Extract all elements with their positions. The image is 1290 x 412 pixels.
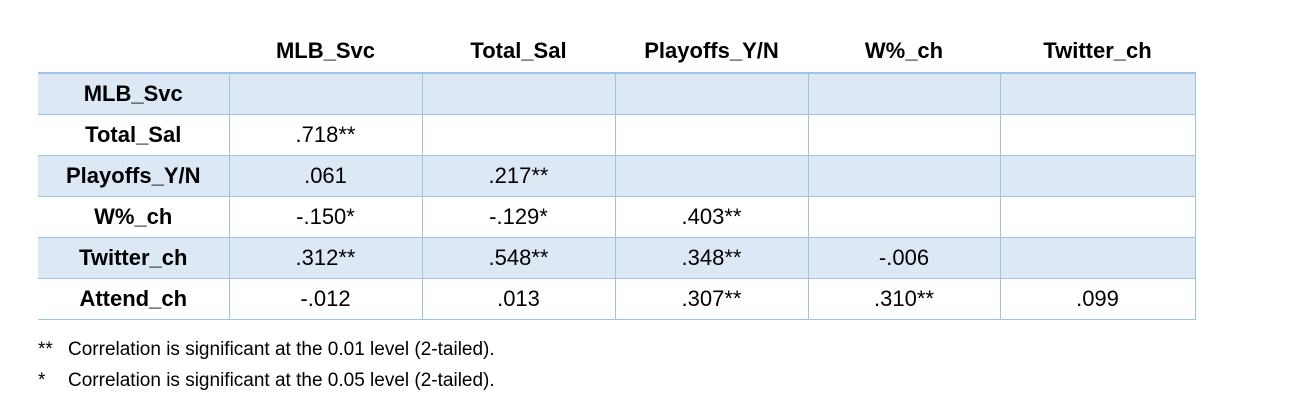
cell: .310** — [807, 278, 1001, 320]
empty-cell — [999, 72, 1196, 115]
note-marker: ** — [38, 339, 53, 360]
empty-cell — [807, 114, 1001, 156]
note-text: Correlation is significant at the 0.01 l… — [68, 339, 495, 360]
empty-cell — [228, 72, 423, 115]
note-marker: * — [38, 370, 46, 391]
note: * Correlation is significant at the 0.05 … — [38, 365, 495, 396]
cell: -.006 — [807, 237, 1001, 279]
empty-cell — [807, 72, 1001, 115]
cell: .061 — [228, 155, 423, 197]
corner — [38, 30, 229, 74]
cell: .013 — [421, 278, 616, 320]
column-header: W%_ch — [808, 30, 1000, 74]
table-row: Attend_ch -.012.013.307** .310** .099 — [38, 278, 1196, 320]
cell: -.012 — [228, 278, 423, 320]
table-row: Total_Sal .718** — [38, 114, 1196, 156]
cell: .548** — [421, 237, 616, 279]
column-header: Total_Sal — [422, 30, 615, 74]
row-header: Total_Sal — [38, 114, 230, 156]
table-row: Playoffs_Y/N .061.217** — [38, 155, 1196, 197]
empty-cell — [614, 114, 809, 156]
header-row: MLB_Svc Total_Sal Playoffs_Y/N W%_ch Twitter… — [38, 30, 1195, 74]
empty-cell — [807, 155, 1001, 197]
cell: -.129* — [421, 196, 616, 238]
column-header: Playoffs_Y/N — [615, 30, 808, 74]
cell: .718** — [228, 114, 423, 156]
empty-cell — [421, 114, 616, 156]
note-text: Correlation is significant at the 0.05 l… — [68, 370, 495, 391]
empty-cell — [421, 72, 616, 115]
row-header: MLB_Svc — [38, 72, 230, 115]
empty-cell — [807, 196, 1001, 238]
note: ** Correlation is significant at the 0.01… — [38, 334, 495, 365]
cell: .307** — [614, 278, 809, 320]
empty-cell — [614, 155, 809, 197]
empty-cell — [999, 155, 1196, 197]
empty-cell — [999, 196, 1196, 238]
table-row: Twitter_ch .312** .548** .348** -.006 — [38, 237, 1196, 279]
table-row: MLB_Svc — [38, 72, 1196, 115]
correlation-table: MLB_Svc Total_Sal Playoffs_Y/N W%_ch Twitter… — [38, 30, 1196, 320]
cell: .348** — [614, 237, 809, 279]
empty-cell — [999, 114, 1196, 156]
cell: .312** — [228, 237, 423, 279]
table-body: MLB_Svc Total_Sal .718** Playoffs_Y/N .061.2… — [38, 72, 1196, 320]
cell: .403** — [614, 196, 809, 238]
cell: .217** — [421, 155, 616, 197]
row-header: Playoffs_Y/N — [38, 155, 230, 197]
column-header: Twitter_ch — [1000, 30, 1195, 74]
cell: .099 — [999, 278, 1196, 320]
empty-cell — [999, 237, 1196, 279]
notes: ** Correlation is significant at the 0.01… — [38, 334, 495, 396]
row-header: Attend_ch — [38, 278, 230, 320]
empty-cell — [614, 72, 809, 115]
row-header: W%_ch — [38, 196, 230, 238]
row-header: Twitter_ch — [38, 237, 230, 279]
table-row: W%_ch -.150* -.129* .403** — [38, 196, 1196, 238]
column-header: MLB_Svc — [229, 30, 422, 74]
cell: -.150* — [228, 196, 423, 238]
